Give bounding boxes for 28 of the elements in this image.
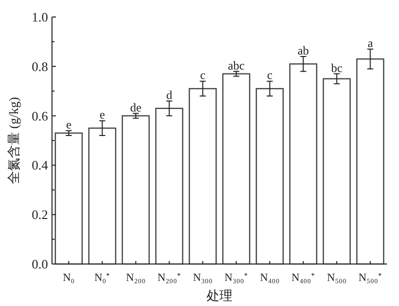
x-tick-label: N₂₀₀ bbox=[126, 272, 146, 284]
y-tick-label: 0.0 bbox=[32, 256, 48, 272]
y-axis-title: 全氮含量 (g/kg) bbox=[6, 96, 21, 184]
annotation: de bbox=[130, 100, 142, 114]
annotation: bc bbox=[331, 60, 342, 75]
x-tick-label: N₄₀₀ bbox=[260, 272, 280, 284]
annotation: abc bbox=[228, 58, 245, 72]
x-tick-label: N₀ bbox=[62, 272, 75, 284]
y-tick-label: 0.2 bbox=[32, 207, 48, 222]
x-axis-title: 处理 bbox=[206, 288, 232, 303]
x-tick-label: N₀⁺ bbox=[94, 272, 110, 284]
x-tick-label: N₅₀₀ bbox=[327, 272, 347, 284]
annotation: c bbox=[200, 68, 206, 82]
annotation: ab bbox=[298, 44, 309, 58]
x-tick-label: N₃₀₀⁺ bbox=[224, 272, 248, 284]
x-tick-label: N₄₀₀⁺ bbox=[292, 272, 315, 284]
annotation: d bbox=[166, 88, 172, 102]
annotation: e bbox=[66, 118, 72, 132]
x-tick-label: N₅₀₀⁺ bbox=[358, 272, 382, 284]
annotation: e bbox=[100, 108, 105, 122]
y-tick-label: 0.4 bbox=[32, 158, 48, 173]
y-tick-label: 1.0 bbox=[32, 10, 48, 24]
annotation: a bbox=[368, 36, 374, 50]
y-tick-label: 0.8 bbox=[32, 58, 48, 74]
annotation: c bbox=[267, 68, 272, 82]
y-tick-label: 0.6 bbox=[32, 108, 48, 124]
x-tick-label: N₃₀₀ bbox=[193, 272, 213, 284]
x-tick-label: N₂₀₀⁺ bbox=[158, 272, 181, 284]
